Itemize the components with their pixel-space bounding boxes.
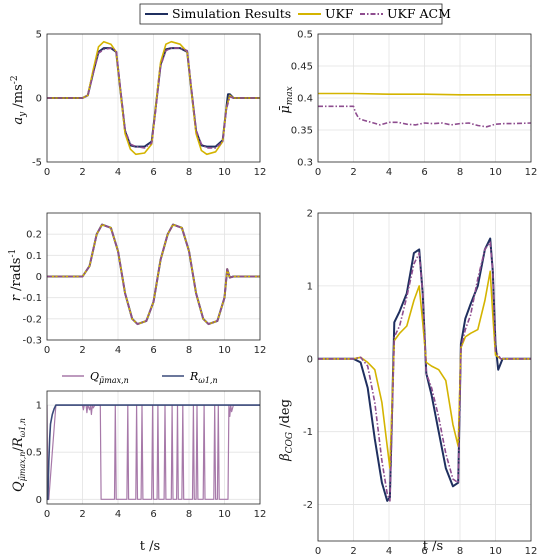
- y-tick-label: 0.3: [297, 158, 313, 169]
- legend-acm-label: UKF ACM: [387, 6, 451, 21]
- ylabel-ay: ay /ms-2: [10, 75, 28, 124]
- y-tick-label: 1: [36, 401, 42, 412]
- x-tick-label: 8: [457, 167, 463, 178]
- panel-friction-coefficient: 0 2 4 6 8 10 12 0.5 0.45 0.4 0.35 0.3: [291, 30, 538, 179]
- xlabel-qr: t /s: [140, 539, 160, 554]
- axes-frame: [46, 212, 261, 341]
- xlabel-beta: t /s: [423, 539, 443, 554]
- x-tick-label: 8: [186, 345, 192, 356]
- series-line-ukf-acm: [318, 241, 531, 502]
- y-tick-label: 1: [307, 281, 313, 292]
- panel-yaw-rate: 0 2 4 6 8 10 12 0.2 0.1 0 -0.1 -0.2 -0.3: [22, 212, 267, 356]
- x-tick-label: 2: [79, 167, 85, 178]
- series-line-ukf-acm: [318, 105, 531, 128]
- ylabel-qr: Qμ̄max,n/Rω1,n: [11, 418, 27, 492]
- panel-covariance-weights: 0 2 4 6 8 10 12 1 0.5 0: [26, 390, 267, 520]
- x-tick-label: 2: [350, 167, 356, 178]
- x-tick-label: 6: [421, 167, 427, 178]
- axes-frame: [317, 212, 532, 542]
- x-tick-label: 8: [186, 167, 192, 178]
- axes-frame: [317, 33, 532, 163]
- x-tick-label: 8: [457, 546, 463, 555]
- x-tick-label: 6: [150, 167, 156, 178]
- x-tick-label: 4: [386, 546, 392, 555]
- x-tick-label: 10: [489, 167, 502, 178]
- y-tick-label: -0.2: [22, 314, 42, 325]
- x-tick-label: 10: [218, 509, 231, 520]
- x-tick-label: 12: [525, 167, 538, 178]
- axes-frame: [46, 390, 261, 505]
- x-tick-label: 6: [150, 509, 156, 520]
- series-line-ukf-acm: [47, 223, 260, 325]
- legend-top: Simulation Results UKF UKF ACM: [139, 3, 451, 25]
- x-tick-label: 12: [254, 345, 267, 356]
- x-tick-label: 0: [44, 345, 50, 356]
- y-tick-label: 2: [307, 209, 313, 220]
- x-tick-label: 0: [315, 167, 321, 178]
- x-tick-label: 12: [525, 546, 538, 555]
- y-tick-label: -2: [303, 500, 313, 511]
- legend-sim-label: Simulation Results: [172, 6, 291, 21]
- x-tick-label: 0: [44, 509, 50, 520]
- x-tick-label: 6: [421, 546, 427, 555]
- x-tick-label: 10: [218, 345, 231, 356]
- legend-bottom: Qμ̄max,n Rω1,n: [62, 370, 218, 385]
- y-tick-label: -5: [32, 158, 42, 169]
- y-tick-label: 0: [307, 354, 313, 365]
- series-line-simulation-results: [318, 237, 531, 502]
- legend-q-label: Qμ̄max,n: [90, 370, 129, 385]
- y-tick-label: -0.1: [22, 293, 42, 304]
- x-tick-label: 10: [489, 546, 502, 555]
- legend-r-label: Rω1,n: [189, 370, 218, 385]
- ylabel-r: r /rads-1: [8, 249, 24, 301]
- ylabel-mu: μ̄max: [278, 86, 295, 113]
- y-tick-label: 0: [36, 94, 42, 105]
- x-tick-label: 4: [115, 509, 121, 520]
- series-line-ukf: [47, 40, 260, 156]
- series-line-ukf-acm: [47, 47, 260, 149]
- legend-ukf-label: UKF: [325, 6, 354, 21]
- y-tick-label: 0.5: [26, 448, 42, 459]
- y-tick-label: 0: [36, 272, 42, 283]
- x-tick-label: 12: [254, 167, 267, 178]
- y-tick-label: 0.35: [291, 126, 313, 137]
- x-tick-label: 10: [218, 167, 231, 178]
- y-tick-label: -1: [303, 427, 313, 438]
- ylabel-beta: βCOG /deg: [278, 399, 295, 462]
- y-tick-label: 0.45: [291, 62, 313, 73]
- y-tick-label: 0: [36, 495, 42, 506]
- series-line-ukf: [318, 92, 531, 96]
- x-tick-label: 4: [115, 345, 121, 356]
- x-tick-label: 2: [79, 345, 85, 356]
- x-tick-label: 4: [386, 167, 392, 178]
- series-line-ukf: [318, 270, 531, 469]
- y-tick-label: 0.2: [26, 230, 42, 241]
- x-tick-label: 0: [315, 546, 321, 555]
- x-tick-label: 6: [150, 345, 156, 356]
- y-tick-label: 0.1: [26, 251, 42, 262]
- x-tick-label: 0: [44, 167, 50, 178]
- series-line-r-n-: [47, 404, 260, 501]
- x-tick-label: 2: [79, 509, 85, 520]
- x-tick-label: 12: [254, 509, 267, 520]
- y-tick-label: 0.4: [297, 94, 313, 105]
- y-tick-label: 0.5: [297, 30, 313, 41]
- y-tick-label: -0.3: [22, 336, 42, 347]
- x-tick-label: 4: [115, 167, 121, 178]
- axes-frame: [46, 33, 261, 163]
- x-tick-label: 2: [350, 546, 356, 555]
- x-tick-label: 8: [186, 509, 192, 520]
- y-tick-label: 5: [36, 30, 42, 41]
